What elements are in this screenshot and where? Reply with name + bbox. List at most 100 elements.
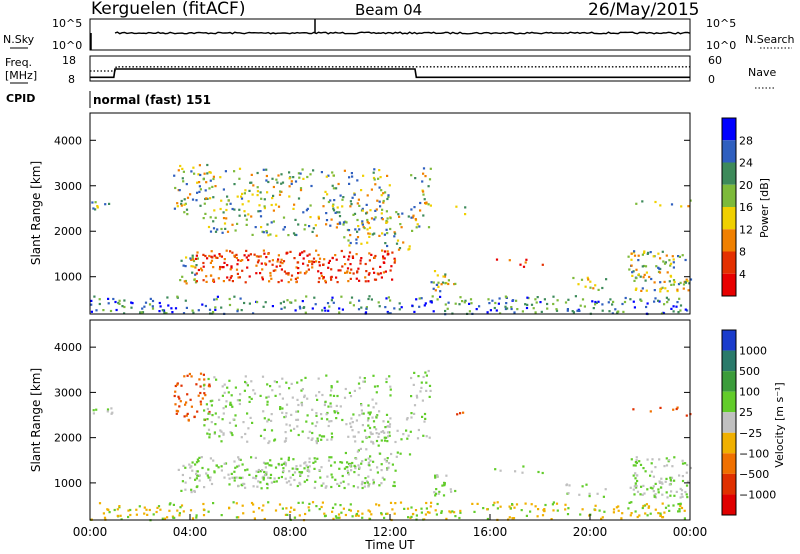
- range-gate-cell: [459, 296, 462, 299]
- range-gate-cell: [386, 250, 389, 253]
- range-gate-cell: [370, 513, 373, 516]
- range-gate-cell: [382, 199, 385, 203]
- range-gate-cell: [382, 261, 385, 264]
- range-gate-cell: [376, 385, 379, 388]
- range-gate-cell: [187, 418, 190, 421]
- range-gate-cell: [244, 469, 247, 472]
- range-gate-cell: [614, 308, 617, 311]
- range-gate-cell: [231, 476, 234, 479]
- range-gate-cell: [230, 394, 233, 397]
- range-gate-cell: [322, 263, 325, 266]
- range-gate-cell: [90, 310, 93, 313]
- range-gate-cell: [380, 276, 383, 279]
- range-gate-cell: [263, 517, 266, 521]
- range-gate-cell: [357, 382, 361, 385]
- range-gate-cell: [395, 455, 398, 458]
- range-gate-cell: [665, 457, 668, 460]
- range-gate-cell: [246, 440, 249, 443]
- range-gate-cell: [351, 196, 354, 199]
- range-gate-cell: [622, 310, 625, 313]
- range-gate-cell: [534, 298, 537, 301]
- range-gate-cell: [218, 435, 221, 438]
- range-gate-cell: [340, 461, 344, 464]
- colorbar-swatch: [722, 432, 736, 454]
- range-gate-cell: [567, 507, 570, 510]
- range-gate-cell: [343, 169, 346, 172]
- range-gate-cell: [398, 215, 401, 218]
- range-gate-cell: [508, 259, 511, 262]
- range-gate-cell: [304, 272, 307, 275]
- range-gate-cell: [238, 167, 242, 170]
- range-gate-cell: [210, 274, 213, 277]
- range-gate-cell: [365, 212, 368, 215]
- range-gate-cell: [247, 213, 250, 216]
- range-gate-cell: [209, 476, 212, 479]
- range-gate-cell: [672, 310, 675, 313]
- range-gate-cell: [365, 307, 368, 310]
- range-gate-cell: [282, 228, 285, 231]
- range-gate-cell: [227, 473, 230, 476]
- range-gate-cell: [277, 174, 280, 177]
- range-gate-cell: [361, 207, 364, 210]
- range-gate-cell: [203, 424, 206, 427]
- range-gate-cell: [337, 513, 341, 516]
- range-gate-cell: [266, 191, 269, 194]
- range-gate-cell: [445, 474, 448, 477]
- range-gate-cell: [231, 433, 234, 437]
- range-gate-cell: [393, 307, 396, 310]
- range-gate-cell: [296, 425, 299, 428]
- range-gate-cell: [650, 462, 653, 465]
- range-gate-cell: [643, 264, 646, 268]
- range-gate-cell: [398, 247, 402, 250]
- range-gate-cell: [161, 517, 164, 520]
- range-gate-cell: [362, 380, 365, 383]
- range-gate-cell: [213, 431, 216, 434]
- range-gate-cell: [449, 511, 452, 514]
- range-gate-cell: [367, 280, 370, 283]
- range-gate-cell: [212, 311, 215, 314]
- range-gate-cell: [669, 262, 673, 265]
- range-gate-cell: [641, 265, 644, 268]
- range-gate-cell: [141, 307, 144, 310]
- range-gate-cell: [349, 263, 352, 266]
- range-gate-cell: [184, 299, 187, 302]
- range-gate-cell: [295, 410, 298, 413]
- range-gate-cell: [389, 312, 392, 315]
- range-gate-cell: [260, 262, 263, 265]
- range-gate-cell: [391, 463, 394, 466]
- range-gate-cell: [253, 253, 256, 256]
- range-gate-cell: [464, 213, 467, 216]
- range-gate-cell: [664, 480, 667, 483]
- range-gate-cell: [445, 517, 448, 520]
- range-gate-cell: [297, 501, 300, 504]
- colorbar-tick-label: −25: [739, 427, 762, 440]
- range-gate-cell: [646, 488, 649, 491]
- range-gate-cell: [213, 376, 216, 379]
- range-gate-cell: [314, 460, 317, 463]
- range-gate-cell: [424, 302, 427, 305]
- range-gate-cell: [266, 403, 269, 406]
- range-gate-cell: [209, 479, 212, 482]
- range-gate-cell: [214, 306, 217, 309]
- range-gate-cell: [376, 414, 379, 417]
- range-gate-cell: [255, 255, 258, 258]
- range-gate-cell: [343, 255, 346, 258]
- range-gate-cell: [271, 389, 274, 392]
- range-gate-cell: [364, 280, 367, 283]
- range-gate-cell: [412, 383, 415, 386]
- range-gate-cell: [367, 411, 370, 414]
- range-gate-cell: [230, 265, 233, 268]
- range-gate-cell: [237, 484, 240, 488]
- range-gate-cell: [191, 469, 194, 472]
- range-gate-cell: [287, 456, 290, 459]
- range-gate-cell: [385, 413, 389, 416]
- range-gate-cell: [178, 397, 181, 400]
- range-gate-cell: [311, 263, 314, 266]
- range-gate-cell: [360, 404, 363, 407]
- range-gate-cell: [182, 264, 185, 267]
- range-gate-cell: [508, 516, 511, 519]
- range-gate-cell: [367, 417, 370, 420]
- range-gate-cell: [512, 299, 515, 302]
- range-gate-cell: [199, 188, 202, 191]
- range-gate-cell: [436, 475, 439, 478]
